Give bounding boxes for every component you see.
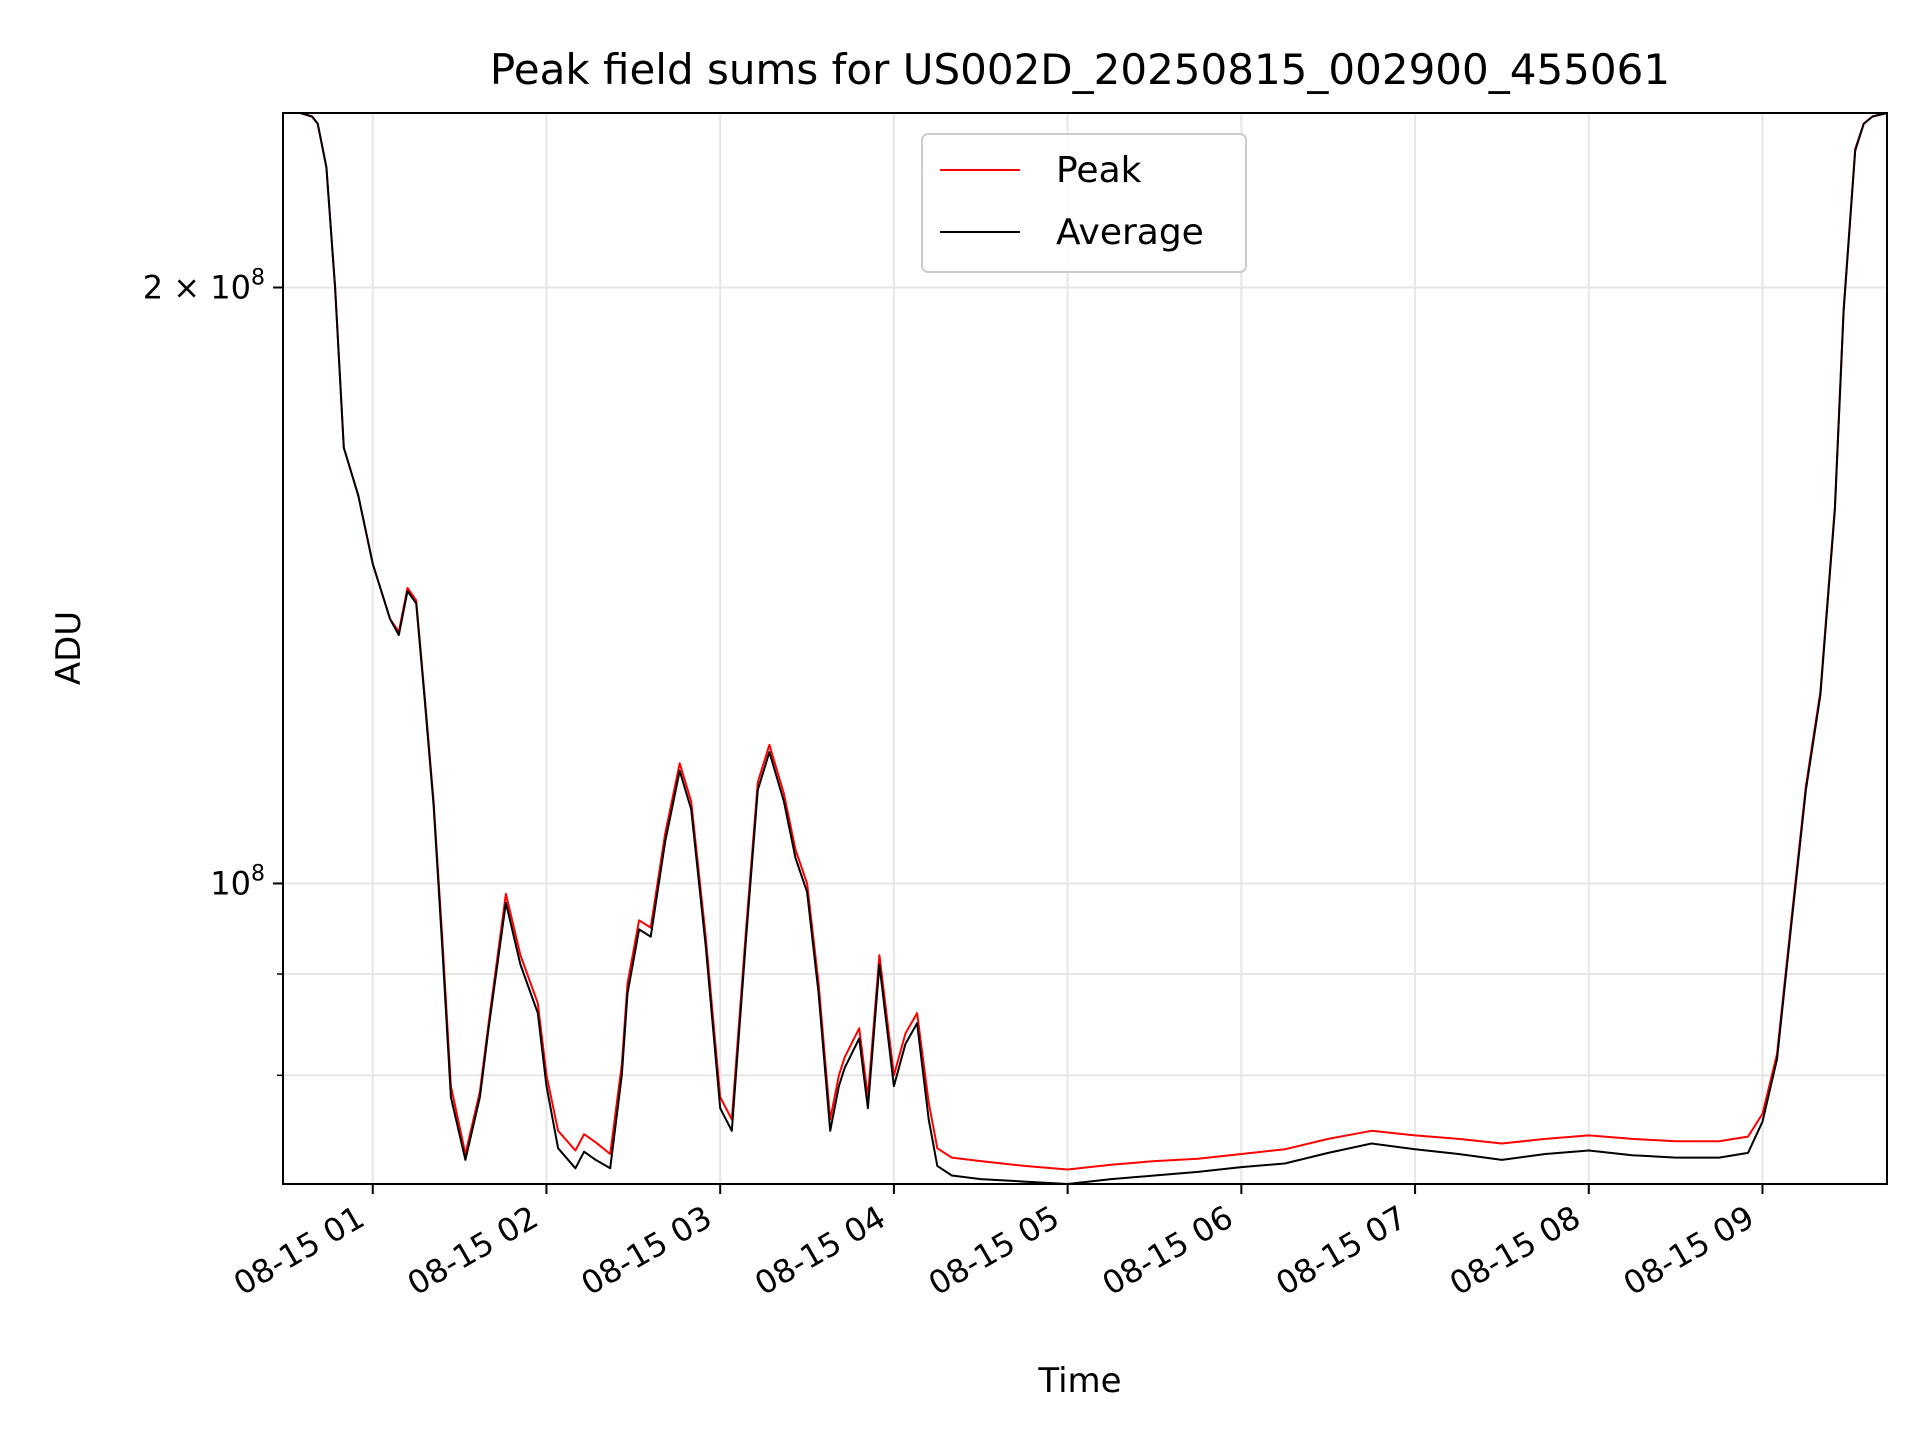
series-lines	[283, 112, 1888, 1185]
chart-title: Peak field sums for US002D_20250815_0029…	[490, 45, 1670, 94]
legend-box	[921, 133, 1247, 273]
legend: Peak Average	[921, 133, 1247, 273]
x-axis-label: Time	[1037, 1361, 1121, 1401]
y-axis-label: ADU	[49, 611, 89, 685]
plot-frame	[282, 112, 1888, 1185]
legend-label-average: Average	[1056, 212, 1204, 253]
y-tick-label: 108	[210, 861, 265, 902]
series-line-average	[283, 112, 1888, 1185]
y-axis: 108 2 × 108	[143, 265, 283, 1077]
grid	[283, 113, 1887, 1184]
y-tick-label: 2 × 108	[143, 265, 265, 306]
legend-label-peak: Peak	[1056, 150, 1142, 191]
